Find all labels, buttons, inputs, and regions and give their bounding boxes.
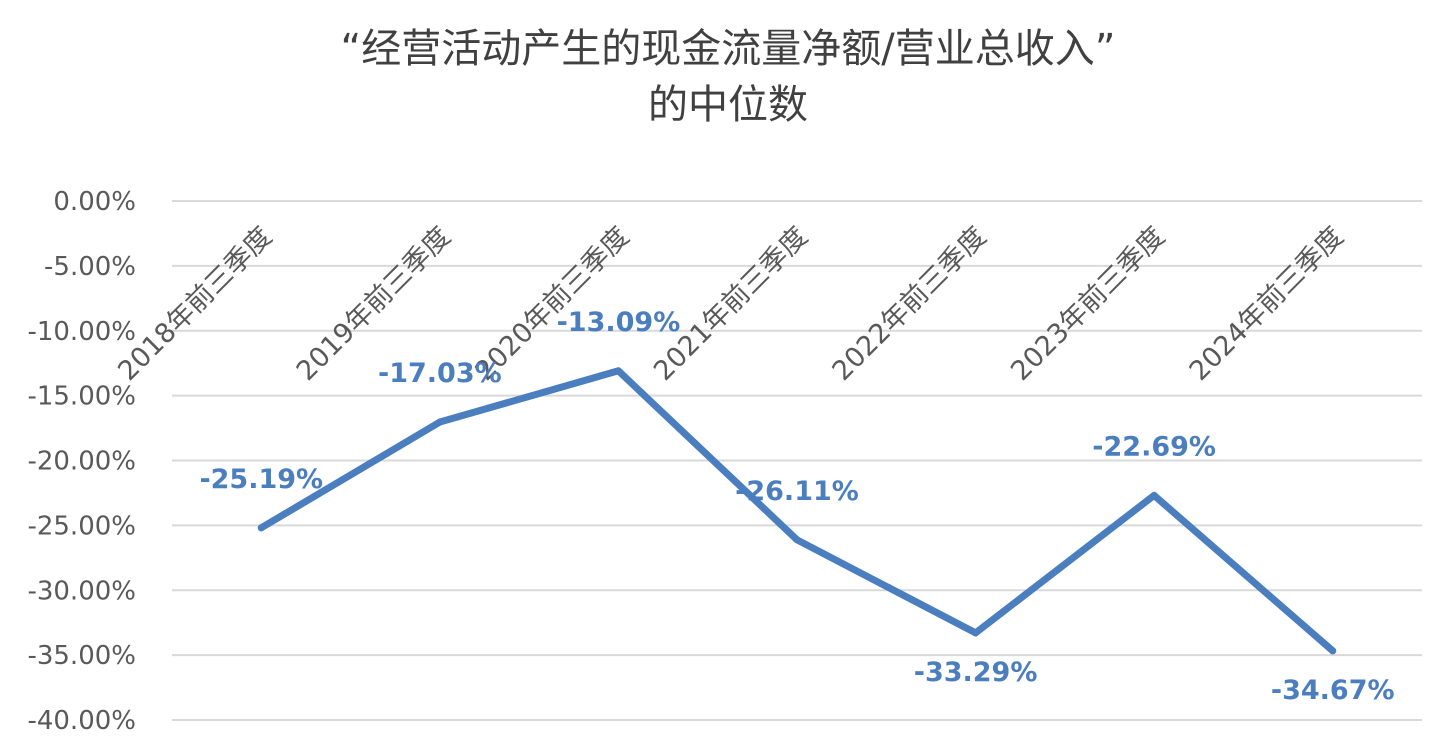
y-tick-label: -5.00%	[44, 252, 136, 282]
y-tick-label: -15.00%	[27, 382, 136, 412]
chart-title-line-2: 的中位数	[648, 82, 808, 128]
y-tick-label: 0.00%	[53, 187, 136, 217]
y-tick-label: -40.00%	[27, 706, 136, 736]
data-label: -13.09%	[557, 307, 681, 338]
y-tick-label: -10.00%	[27, 317, 136, 347]
y-tick-label: -20.00%	[27, 447, 136, 477]
series-line-group	[257, 367, 1337, 655]
data-label: -34.67%	[1271, 675, 1395, 706]
y-tick-label: -30.00%	[27, 576, 136, 606]
series-line	[257, 367, 1337, 655]
chart-title: “经营活动产生的现金流量净额/营业总收入” 的中位数	[341, 26, 1116, 128]
data-label: -25.19%	[199, 464, 323, 495]
x-tick-label: 2023年前三季度	[1005, 221, 1171, 387]
data-point	[436, 418, 444, 426]
data-point	[614, 367, 622, 375]
x-tick-label: 2021年前三季度	[648, 221, 814, 387]
gridlines	[172, 200, 1422, 721]
data-point	[257, 524, 265, 532]
x-tick-label: 2018年前三季度	[112, 221, 278, 387]
chart-title-line-1: “经营活动产生的现金流量净额/营业总收入”	[341, 26, 1116, 72]
data-label: -22.69%	[1092, 431, 1216, 462]
x-tick-label: 2022年前三季度	[827, 221, 993, 387]
y-tick-label: -25.00%	[27, 511, 136, 541]
data-point	[972, 629, 980, 637]
data-point	[793, 536, 801, 544]
y-axis-tick-labels: 0.00% -5.00% -10.00% -15.00% -20.00% -25.00% -…	[27, 187, 136, 736]
x-tick-label: 2024年前三季度	[1184, 221, 1350, 387]
data-point	[1329, 647, 1337, 655]
data-label: -17.03%	[378, 358, 502, 389]
data-label: -26.11%	[735, 476, 859, 507]
data-point	[1150, 491, 1158, 499]
data-label: -33.29%	[914, 657, 1038, 688]
y-tick-label: -35.00%	[27, 641, 136, 671]
data-labels: -25.19% -17.03% -13.09% -26.11% -33.29% -22.6…	[199, 307, 1394, 706]
x-axis-tick-labels: 2018年前三季度 2019年前三季度 2020年前三季度 2021年前三季度 2022…	[112, 221, 1349, 387]
